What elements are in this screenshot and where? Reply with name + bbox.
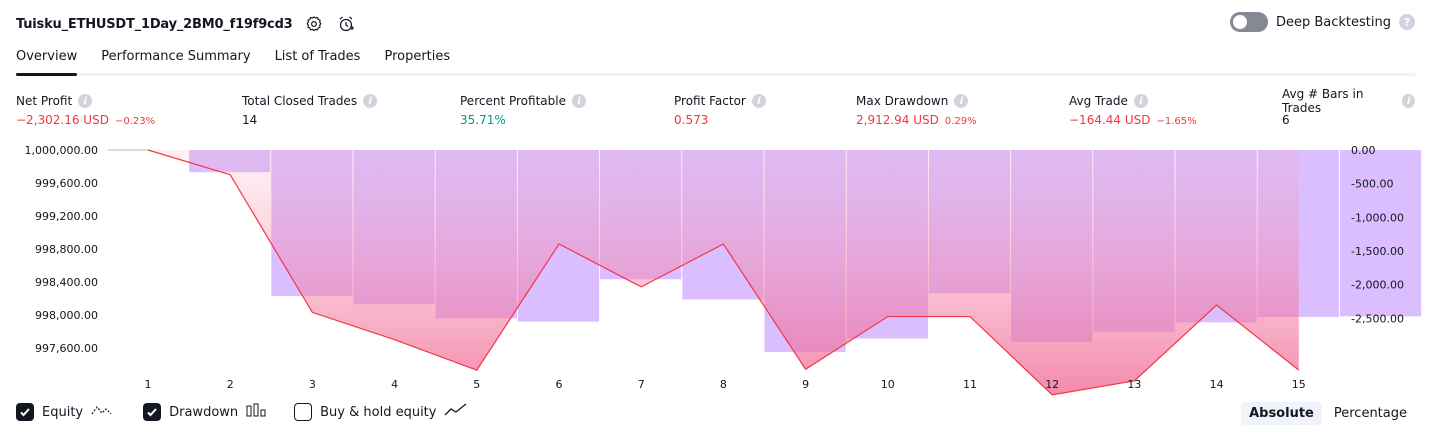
x-axis: 1 2 3 4 5 6 7 8 9 10 11 12 13 14 15 (145, 378, 1306, 391)
mode-percentage[interactable]: Percentage (1333, 406, 1407, 421)
right-axis: 0.00 -500.00 -1,000.00 -1,500.00 -2,000.00 -2… (1351, 144, 1404, 325)
x-axis-tick: 3 (309, 378, 316, 391)
metric-sub-value: −0.23% (114, 116, 156, 127)
metric-value: −2,302.16 USD (16, 113, 109, 127)
metric-label: Net Profit (16, 94, 73, 108)
metric-max-drawdown: Max Drawdown i 2,912.94 USD 0.29% (856, 93, 977, 127)
info-icon[interactable]: i (751, 94, 766, 108)
info-icon[interactable]: i (1133, 94, 1148, 108)
metric-label: Total Closed Trades (242, 94, 358, 108)
legend-equity[interactable]: Equity (16, 403, 115, 421)
trend-line-icon (444, 403, 468, 421)
x-axis-tick: 15 (1292, 378, 1306, 391)
bars-icon (246, 403, 266, 421)
metric-profit-factor: Profit Factor i 0.573 (674, 93, 766, 127)
left-axis-tick: 1,000,000.00 (25, 144, 98, 157)
mode-absolute[interactable]: Absolute (1241, 402, 1322, 425)
metric-label: Profit Factor (674, 94, 746, 108)
equity-chart: 1,000,000.00 999,600.00 999,200.00 998,800.… (25, 144, 1422, 396)
tab-list-of-trades[interactable]: List of Trades (274, 49, 361, 64)
info-icon[interactable]: i (571, 94, 586, 108)
tab-properties[interactable]: Properties (384, 49, 451, 64)
left-axis-tick: 997,600.00 (35, 342, 98, 355)
info-icon[interactable]: i (1402, 94, 1415, 108)
deep-backtesting-label: Deep Backtesting (1275, 14, 1391, 30)
x-axis-tick: 10 (881, 378, 895, 391)
x-axis-tick: 5 (473, 378, 480, 391)
legend-drawdown[interactable]: Drawdown (143, 403, 266, 421)
equity-fill (148, 150, 1299, 395)
metric-value: 0.573 (674, 113, 709, 127)
metric-avg-trade: Avg Trade i −164.44 USD −1.65% (1069, 93, 1197, 127)
left-axis: 1,000,000.00 999,600.00 999,200.00 998,800.… (25, 144, 98, 355)
right-axis-tick: -500.00 (1351, 178, 1393, 191)
legend-label: Buy & hold equity (320, 404, 437, 420)
x-axis-tick: 1 (145, 378, 152, 391)
metric-label: Avg Trade (1069, 94, 1128, 108)
gear-icon[interactable] (303, 13, 325, 35)
left-axis-tick: 998,400.00 (35, 276, 98, 289)
x-axis-tick: 12 (1045, 378, 1059, 391)
metric-value: 6 (1282, 113, 1290, 127)
x-axis-tick: 7 (638, 378, 645, 391)
x-axis-tick: 2 (227, 378, 234, 391)
x-axis-tick: 8 (720, 378, 727, 391)
chart-legend: Equity Drawdown Buy & hold equity (16, 403, 468, 421)
legend-label: Equity (42, 404, 84, 420)
info-icon[interactable]: i (78, 94, 93, 108)
x-axis-tick: 6 (556, 378, 563, 391)
metric-value: −164.44 USD (1069, 113, 1151, 127)
deep-backtesting-control: Deep Backtesting ? (1229, 12, 1415, 32)
deep-backtesting-toggle[interactable] (1229, 12, 1268, 32)
tab-performance-summary[interactable]: Performance Summary (101, 49, 251, 64)
drawdown-bar (1339, 150, 1422, 317)
checkbox-checked[interactable] (143, 403, 162, 421)
equity-line-icon (91, 403, 115, 421)
x-axis-tick: 14 (1210, 378, 1224, 391)
x-axis-tick: 13 (1127, 378, 1141, 391)
left-axis-tick: 999,600.00 (35, 177, 98, 190)
strategy-header: Tuisku_ETHUSDT_1Day_2BM0_f19f9cd3 (16, 12, 357, 36)
alarm-add-icon[interactable] (335, 13, 357, 35)
right-axis-tick: 0.00 (1351, 144, 1376, 157)
metric-total-closed-trades: Total Closed Trades i 14 (242, 93, 378, 127)
checkbox-checked[interactable] (16, 403, 34, 421)
tab-bar: Overview Performance Summary List of Tra… (16, 44, 1415, 76)
metric-percent-profitable: Percent Profitable i 35.71% (460, 93, 586, 127)
x-axis-tick: 11 (963, 378, 977, 391)
metric-label: Max Drawdown (856, 94, 949, 108)
metric-label: Percent Profitable (460, 94, 566, 108)
x-axis-tick: 4 (391, 378, 398, 391)
info-icon[interactable]: i (954, 94, 969, 108)
metric-value: 2,912.94 USD (856, 113, 939, 127)
metrics-row: Net Profit i −2,302.16 USD −0.23% Total Cl… (16, 87, 1415, 133)
metric-net-profit: Net Profit i −2,302.16 USD −0.23% (16, 93, 155, 127)
right-axis-tick: -1,500.00 (1351, 245, 1404, 258)
tab-overview[interactable]: Overview (16, 44, 78, 76)
equity-line (147, 149, 1300, 396)
checkbox-unchecked[interactable] (294, 403, 313, 421)
equity-area (108, 149, 1300, 396)
toggle-knob (1232, 15, 1247, 29)
left-axis-tick: 999,200.00 (35, 210, 98, 223)
metric-value: 35.71% (460, 113, 506, 127)
metric-sub-value: 0.29% (944, 116, 977, 127)
scale-mode-switch: Absolute Percentage (1241, 402, 1415, 425)
right-axis-tick: -1,000.00 (1351, 211, 1404, 224)
metric-avg-bars-in-trades: Avg # Bars in Trades i 6 (1282, 87, 1415, 127)
help-icon[interactable]: ? (1399, 14, 1415, 30)
left-axis-tick: 998,000.00 (35, 309, 98, 322)
info-icon[interactable]: i (363, 94, 378, 108)
legend-buy-hold-equity[interactable]: Buy & hold equity (294, 403, 468, 421)
x-axis-tick: 9 (802, 378, 809, 391)
right-axis-tick: -2,500.00 (1351, 312, 1404, 325)
right-axis-tick: -2,000.00 (1351, 279, 1404, 292)
metric-label: Avg # Bars in Trades (1282, 87, 1364, 115)
metric-value: 14 (242, 113, 258, 127)
left-axis-tick: 998,800.00 (35, 243, 98, 256)
strategy-title: Tuisku_ETHUSDT_1Day_2BM0_f19f9cd3 (16, 16, 293, 32)
metric-sub-value: −1.65% (1156, 116, 1197, 127)
legend-label: Drawdown (169, 404, 239, 420)
